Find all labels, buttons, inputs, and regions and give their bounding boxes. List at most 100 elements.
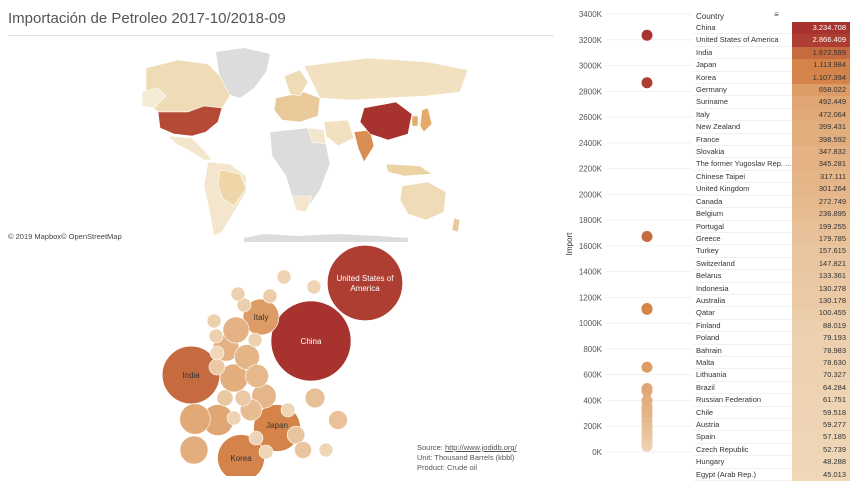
map-new-zealand[interactable] [451,217,461,233]
table-row[interactable]: Spain 57.185 [694,431,850,445]
bubble[interactable] [208,358,226,376]
table-row[interactable]: Greece 179.785 [694,232,850,246]
table-row[interactable]: Suriname 492.449 [694,96,850,110]
table-row[interactable]: Hungary 48.288 [694,456,850,470]
bubble[interactable] [234,389,252,407]
y-tick-label: 2400K [579,139,603,148]
bubble[interactable] [179,403,211,435]
table-row[interactable]: Austria 59.277 [694,419,850,432]
table-row[interactable]: Brazil 64.284 [694,381,850,395]
bubble[interactable] [304,387,326,409]
map-greenland [216,48,270,98]
bubble[interactable] [327,245,403,321]
table-row[interactable]: Czech Republic 52.739 [694,443,850,457]
bubble[interactable] [226,410,242,426]
table-row[interactable]: United States of America 2.866.409 [694,34,850,48]
source-link[interactable]: http://www.jodidb.org/ [444,443,517,452]
map-japan[interactable] [419,107,433,133]
strip-point[interactable] [641,383,653,395]
table-row[interactable]: Germany 658.022 [694,84,850,97]
table-row[interactable]: Slovakia 347.832 [694,146,850,159]
sort-icon[interactable]: ≡ [774,10,779,19]
bubble[interactable] [208,328,224,344]
map-usa[interactable] [157,105,223,137]
y-tick-label: 200K [583,422,602,431]
import-strip-plot[interactable]: Import 0K 200K 400K 600K 800K 1000K 1200K 1400K… [562,0,692,478]
bubble[interactable] [306,279,322,295]
strip-point[interactable] [641,395,653,407]
table-row[interactable]: Belgium 236.895 [694,208,850,221]
table-row[interactable]: Russian Federation 61.751 [694,394,850,408]
bubble[interactable] [245,364,269,388]
map-korea[interactable] [411,115,419,127]
unit-note: Unit: Thousand Barrels (kbbl) [417,453,515,462]
table-row[interactable]: Canada 272.749 [694,195,850,209]
import-value: 492.449 [792,96,850,109]
table-row[interactable]: Korea 1.107.394 [694,71,850,85]
country-name: Canada [696,196,723,206]
table-row[interactable]: Japan 1.113.984 [694,59,850,73]
bubble[interactable] [262,288,278,304]
strip-point[interactable] [641,231,653,243]
bubble[interactable] [230,286,246,302]
bubble[interactable] [209,345,225,361]
bubble-chart[interactable]: China United States of America India Japan Ko… [150,240,420,476]
map-china[interactable] [359,101,413,141]
bubble[interactable] [247,332,263,348]
map-europe[interactable] [273,91,321,123]
table-row[interactable]: Egypt (Arab Rep.) 45.013 [694,468,850,481]
table-row[interactable]: United Kingdom 301.264 [694,183,850,197]
bubble[interactable] [161,345,221,405]
import-value: 59.518 [792,406,850,419]
table-row[interactable]: The former Yugoslav Rep. ... 345.281 [694,158,850,172]
table-row[interactable]: Switzerland 147.821 [694,257,850,271]
table-row[interactable]: Turkey 157.615 [694,245,850,259]
table-row[interactable]: Portugal 199.255 [694,220,850,234]
table-row[interactable]: Qatar 100.455 [694,307,850,321]
country-name: Belgium [696,209,724,219]
map-russia[interactable] [303,57,469,101]
strip-point[interactable] [641,361,653,373]
table-row[interactable]: India 1.672.599 [694,46,850,60]
table-row[interactable]: Indonesia 130.278 [694,282,850,296]
table-row[interactable]: Italy 472.064 [694,108,850,122]
map-brazil[interactable] [217,169,247,207]
bubble[interactable] [248,430,264,446]
map-australia[interactable] [399,181,447,221]
bubble[interactable] [328,410,348,430]
table-row[interactable]: Lithuania 70.327 [694,369,850,383]
bubble[interactable] [294,441,312,459]
import-value: 272.749 [792,195,850,209]
country-table[interactable]: Country ≡ China 3.234.708 United States of… [694,8,850,481]
table-row[interactable]: France 398.592 [694,133,850,147]
bubble[interactable] [206,313,222,329]
bubble[interactable] [286,425,306,445]
strip-point[interactable] [641,302,653,314]
table-row[interactable]: Poland 79.193 [694,332,850,345]
table-row[interactable]: Finland 88.019 [694,319,850,333]
strip-point[interactable] [641,77,653,89]
bubble[interactable] [280,402,296,418]
bubble[interactable] [179,435,209,465]
bubble[interactable] [318,442,334,458]
map-indonesia[interactable] [385,163,433,177]
bubble[interactable] [270,300,352,382]
bubble[interactable] [216,389,234,407]
bubble[interactable] [242,298,280,336]
bubble[interactable] [258,444,274,460]
table-row[interactable]: Belarus 133.361 [694,270,850,283]
table-row[interactable]: Chile 59.518 [694,406,850,420]
table-row[interactable]: Malta 78.630 [694,356,850,370]
table-row[interactable]: China 3.234.708 [694,22,850,35]
world-map[interactable] [8,36,554,242]
bubble[interactable] [222,316,250,344]
strip-point[interactable] [641,29,653,41]
table-row[interactable]: Chinese Taipei 317.111 [694,170,850,184]
table-row[interactable]: Bahrain 78.983 [694,344,850,358]
map-egypt[interactable] [307,127,327,145]
source-label: Source: [417,443,443,452]
country-column-header[interactable]: Country [696,12,725,21]
bubble[interactable] [276,269,292,285]
table-row[interactable]: New Zealand 399.431 [694,121,850,135]
table-row[interactable]: Australia 130.178 [694,294,850,308]
